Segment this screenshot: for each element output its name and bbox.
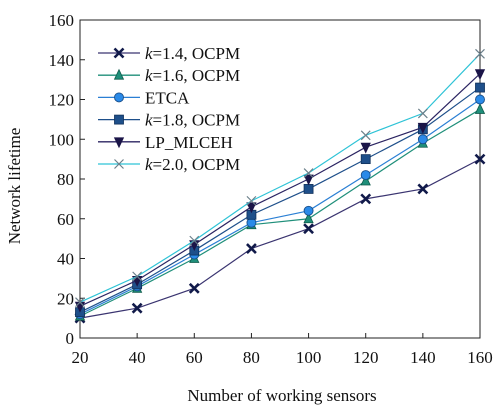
y-tick-label: 160 [49, 11, 75, 30]
y-tick-label: 140 [49, 51, 75, 70]
data-point [360, 170, 371, 180]
data-point [474, 69, 486, 81]
legend-entry: k=2.0, OCPM [98, 155, 240, 174]
data-point [360, 174, 371, 186]
legend-label: k=2.0, OCPM [145, 155, 240, 174]
legend: k=1.4, OCPM k=1.6, OCPM ETCA k=1.8, OCPM LP_… [98, 44, 240, 174]
x-tick-label: 160 [467, 348, 493, 367]
data-point [417, 122, 428, 134]
data-point [360, 154, 371, 165]
data-point [132, 271, 143, 282]
data-point [360, 193, 372, 205]
x-tick-label: 80 [243, 348, 260, 367]
legend-marker [114, 114, 124, 125]
legend-entry: ETCA [98, 88, 190, 107]
y-tick-label: 0 [66, 329, 75, 348]
series-line [79, 99, 481, 315]
y-tick-label: 20 [57, 289, 74, 308]
data-point [474, 103, 486, 114]
legend-entry: k=1.8, OCPM [98, 111, 240, 130]
series-6 [75, 48, 485, 308]
data-point [417, 108, 428, 119]
data-point [303, 223, 314, 235]
data-point [246, 202, 257, 214]
x-tick-label: 100 [296, 348, 322, 367]
data-point [360, 142, 371, 154]
y-axis-label: Network lifetime [5, 128, 24, 245]
series-1 [74, 153, 486, 324]
series-line [79, 87, 481, 313]
data-point [75, 297, 85, 308]
legend-entry: k=1.4, OCPM [98, 44, 240, 63]
data-point [475, 94, 485, 105]
series-layer [74, 48, 486, 324]
x-tick-label: 20 [72, 348, 89, 367]
x-tick-label: 120 [353, 348, 379, 367]
data-point [246, 195, 257, 206]
y-tick-label: 80 [57, 170, 74, 189]
y-tick-label: 120 [49, 91, 75, 110]
legend-marker [113, 47, 125, 59]
legend-label: LP_MLCEH [145, 133, 233, 152]
x-axis-label: Number of working sensors [187, 386, 376, 405]
series-line [79, 53, 481, 303]
series-line [79, 108, 481, 317]
data-point [131, 302, 143, 314]
x-tick-label: 60 [186, 348, 203, 367]
legend-label: k=1.6, OCPM [145, 66, 240, 85]
data-point [303, 212, 314, 224]
legend-label: k=1.4, OCPM [145, 44, 240, 63]
series-line [79, 158, 481, 319]
data-point [188, 282, 200, 294]
legend-entry: LP_MLCEH [98, 133, 233, 152]
data-point [189, 235, 200, 246]
x-tick-label: 140 [410, 348, 436, 367]
y-tick-label: 40 [57, 250, 74, 269]
data-point [303, 205, 314, 216]
data-point [417, 134, 428, 145]
data-point [303, 174, 314, 186]
data-point [417, 183, 429, 195]
legend-marker [114, 92, 124, 103]
data-point [303, 168, 314, 178]
legend-marker [113, 68, 125, 80]
legend-label: ETCA [145, 88, 190, 107]
legend-label: k=1.8, OCPM [145, 111, 240, 130]
data-point [475, 82, 485, 93]
series-5 [74, 69, 486, 313]
y-tick-label: 100 [49, 130, 75, 149]
data-point [246, 243, 257, 254]
legend-marker [113, 137, 125, 149]
y-tick-label: 60 [57, 210, 74, 229]
x-tick-label: 40 [129, 348, 146, 367]
legend-marker [114, 159, 124, 169]
data-point [303, 184, 314, 194]
legend-entry: k=1.6, OCPM [98, 66, 240, 85]
data-point [360, 130, 371, 141]
data-point [474, 153, 486, 165]
data-point [475, 48, 485, 59]
series-line [79, 73, 481, 307]
